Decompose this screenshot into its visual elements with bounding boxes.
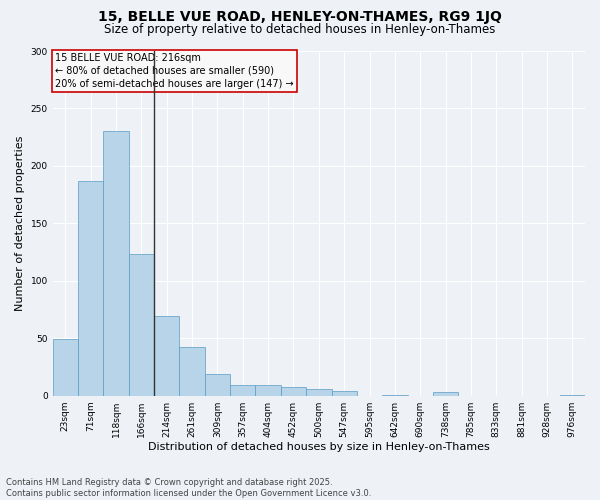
Bar <box>256 386 281 396</box>
Bar <box>78 181 103 396</box>
Bar <box>230 386 256 396</box>
X-axis label: Distribution of detached houses by size in Henley-on-Thames: Distribution of detached houses by size … <box>148 442 490 452</box>
Text: Contains HM Land Registry data © Crown copyright and database right 2025.
Contai: Contains HM Land Registry data © Crown c… <box>6 478 371 498</box>
Text: Size of property relative to detached houses in Henley-on-Thames: Size of property relative to detached ho… <box>104 22 496 36</box>
Bar <box>332 391 357 396</box>
Bar <box>179 348 205 396</box>
Text: 15, BELLE VUE ROAD, HENLEY-ON-THAMES, RG9 1JQ: 15, BELLE VUE ROAD, HENLEY-ON-THAMES, RG… <box>98 10 502 24</box>
Bar <box>129 254 154 396</box>
Bar <box>306 389 332 396</box>
Bar <box>433 392 458 396</box>
Bar <box>53 340 78 396</box>
Text: 15 BELLE VUE ROAD: 216sqm
← 80% of detached houses are smaller (590)
20% of semi: 15 BELLE VUE ROAD: 216sqm ← 80% of detac… <box>55 52 294 89</box>
Bar <box>103 132 129 396</box>
Bar <box>154 316 179 396</box>
Bar <box>382 394 407 396</box>
Bar <box>560 394 585 396</box>
Bar <box>205 374 230 396</box>
Y-axis label: Number of detached properties: Number of detached properties <box>15 136 25 311</box>
Bar <box>281 386 306 396</box>
